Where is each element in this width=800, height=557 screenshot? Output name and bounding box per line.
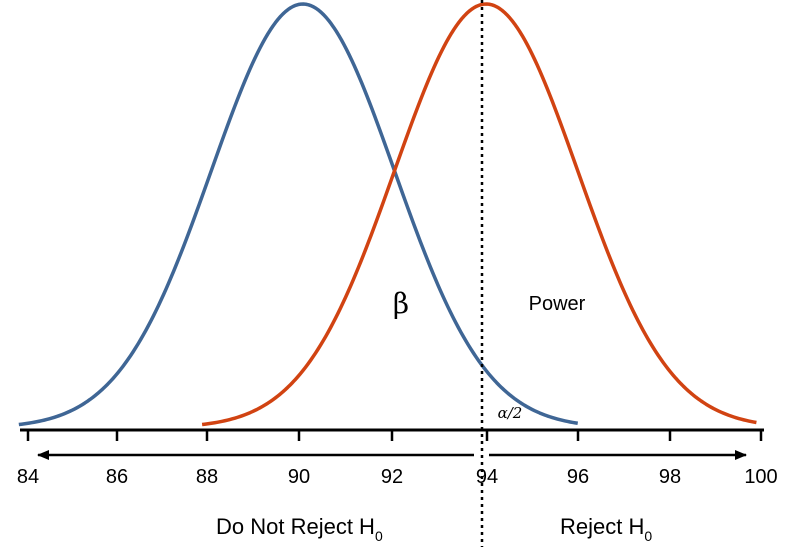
do-not-reject-subscript: 0 (375, 528, 383, 544)
alternative-distribution-curve (201, 2, 757, 427)
null-distribution-curve (18, 2, 579, 427)
power-label: Power (529, 293, 586, 315)
alpha-half-label: α/2 (498, 404, 523, 422)
reject-subscript: 0 (644, 528, 652, 544)
tick-label-92: 92 (381, 466, 403, 488)
reject-text: Reject H (560, 514, 644, 539)
tick-label-84: 84 (17, 466, 39, 488)
tick-label-94: 94 (476, 466, 498, 488)
beta-label: β (393, 287, 409, 320)
reject-label: Reject H0 (560, 514, 652, 544)
do-not-reject-text: Do Not Reject H (216, 514, 375, 539)
tick-label-88: 88 (196, 466, 218, 488)
tick-label-90: 90 (288, 466, 310, 488)
tick-label-86: 86 (106, 466, 128, 488)
do-not-reject-label: Do Not Reject H0 (216, 514, 383, 544)
x-axis-ticks (26, 430, 763, 441)
tick-label-98: 98 (659, 466, 681, 488)
tick-label-100: 100 (744, 466, 777, 488)
tick-label-96: 96 (567, 466, 589, 488)
